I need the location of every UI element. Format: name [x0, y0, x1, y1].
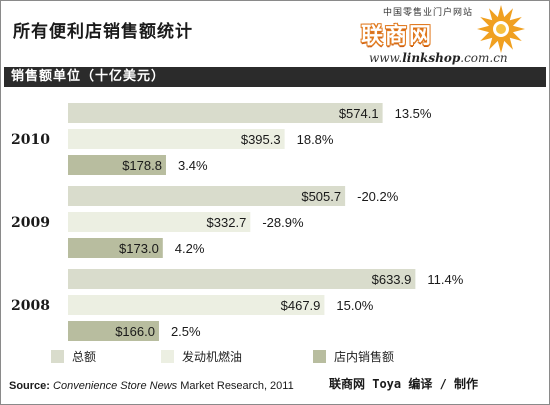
change-percent-label: 15.0%: [336, 298, 373, 313]
legend-swatch: [313, 349, 326, 363]
bar-value-label: $166.0: [115, 324, 155, 339]
bar: [68, 186, 346, 206]
bar: [68, 103, 383, 123]
bar: [68, 269, 416, 289]
legend-label: 店内销售额: [334, 349, 395, 364]
bar: [68, 155, 166, 175]
legend: 总额 发动机燃油 店内销售额: [51, 347, 531, 365]
bar: [68, 129, 285, 149]
chart-title: 所有便利店销售额统计: [13, 22, 193, 42]
bar-value-label: $633.9: [372, 272, 412, 287]
bar-value-label: $467.9: [281, 298, 321, 313]
bar-value-label: $395.3: [241, 132, 281, 147]
legend-item: 总额: [51, 347, 96, 365]
logo-url: www.linkshop.com.cn: [369, 51, 508, 65]
change-percent-label: -20.2%: [357, 189, 399, 204]
source-prefix: Source:: [9, 380, 54, 392]
change-percent-label: 4.2%: [175, 241, 205, 256]
change-percent-label: 3.4%: [178, 158, 208, 173]
source-publication: Convenience Store News: [53, 380, 178, 392]
change-percent-label: 18.8%: [297, 132, 334, 147]
logo-url-suffix: .com.cn: [460, 51, 508, 65]
bar-chart: 2010 $574.1 13.5% $395.3 18.8% $178.8 3.4% 2009…: [11, 103, 464, 341]
change-percent-label: 11.4%: [427, 272, 463, 287]
change-percent-label: -28.9%: [262, 215, 304, 230]
legend-item: 发动机燃油: [161, 347, 242, 365]
logo-tagline: 中国零售业门户网站: [383, 8, 474, 18]
logo-url-prefix: www.: [369, 51, 403, 65]
legend-swatch: [51, 349, 64, 363]
bar: [68, 238, 163, 258]
legend-label: 总额: [72, 349, 97, 364]
bar: [68, 321, 159, 341]
change-percent-label: 13.5%: [395, 106, 432, 121]
sun-icon: [477, 5, 525, 53]
change-percent-label: 2.5%: [171, 324, 201, 339]
legend-label: 发动机燃油: [182, 349, 243, 364]
unit-label-bar: 销售额单位（十亿美元）: [4, 67, 546, 87]
source-suffix: Market Research, 2011: [177, 380, 294, 392]
year-tick-label: 2008: [11, 298, 50, 314]
logo-url-domain: linkshop: [402, 51, 461, 65]
legend-swatch: [161, 349, 174, 363]
source-note: Source: Convenience Store News Market Re…: [9, 380, 294, 392]
bar-value-label: $332.7: [207, 215, 247, 230]
logo-name: 联商网: [361, 24, 434, 49]
bar-value-label: $505.7: [301, 189, 341, 204]
bar-value-label: $178.8: [122, 158, 162, 173]
bar-value-label: $574.1: [339, 106, 379, 121]
legend-item: 店内销售额: [313, 347, 394, 365]
bar: [68, 212, 251, 232]
linkshop-logo: 中国零售业门户网站 联商网: [349, 3, 547, 67]
year-tick-label: 2010: [11, 132, 50, 148]
credit-note: 联商网 Toya 编译 / 制作: [329, 377, 479, 391]
bar: [68, 295, 325, 315]
year-tick-label: 2009: [11, 215, 50, 231]
bar-value-label: $173.0: [119, 241, 159, 256]
